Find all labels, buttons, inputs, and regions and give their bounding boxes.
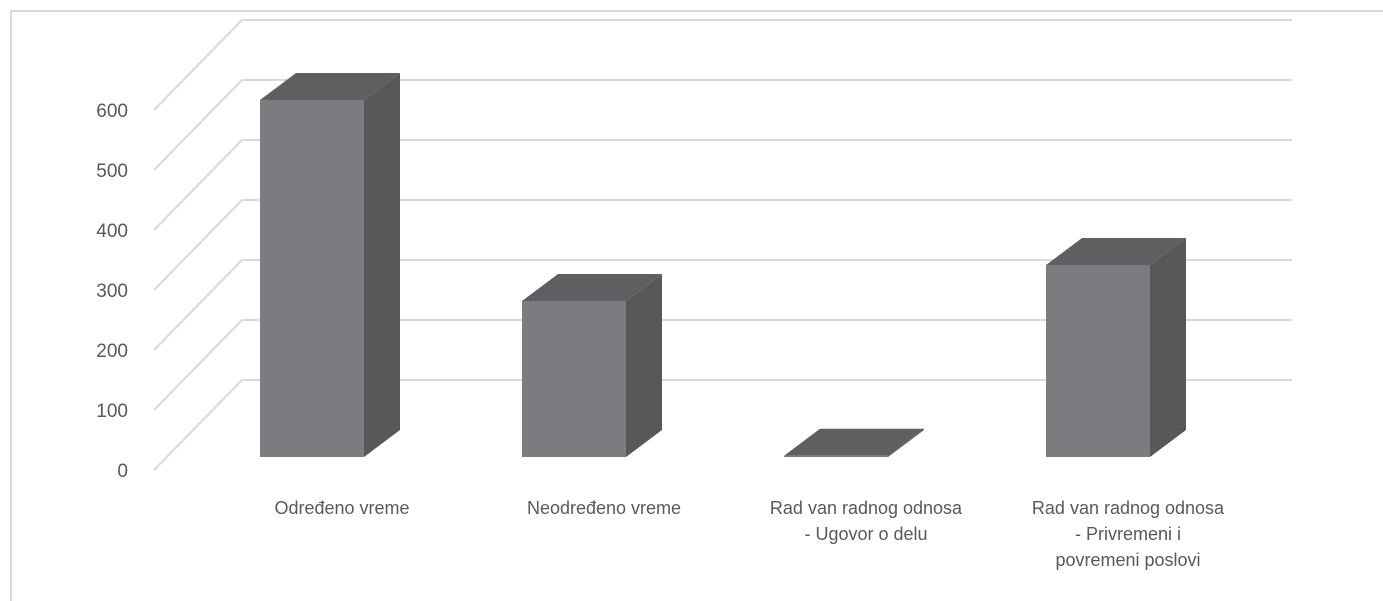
category-label-line: povremeni poslovi	[1055, 550, 1200, 570]
bars	[260, 73, 1186, 457]
gridline-diagonal	[153, 259, 243, 351]
x-axis-labels: Određeno vreme Neodređeno vreme Rad van ra…	[274, 498, 1225, 570]
category-label: Određeno vreme	[274, 498, 409, 518]
y-tick-label: 0	[117, 461, 128, 482]
bar	[1046, 238, 1186, 457]
bar-top	[260, 73, 400, 100]
gridline-diagonal	[153, 79, 243, 171]
gridline-diagonal	[153, 319, 243, 411]
bar-top	[522, 274, 662, 301]
category-label-line: Rad van radnog odnosa	[1032, 498, 1225, 518]
bar	[522, 274, 662, 457]
category-label-line: Neodređeno vreme	[527, 498, 681, 518]
category-label-line: - Ugovor o delu	[804, 524, 927, 544]
category-label-line: - Privremeni i	[1075, 524, 1181, 544]
bar-side	[364, 73, 400, 457]
y-tick-label: 400	[96, 221, 128, 242]
gridline-diagonal	[153, 199, 243, 291]
chart-frame	[10, 10, 1383, 601]
gridline-diagonal	[153, 19, 243, 111]
bar-side	[888, 428, 924, 457]
category-label-line: Rad van radnog odnosa	[770, 498, 963, 518]
bar-top	[784, 428, 924, 456]
y-tick-label: 200	[96, 341, 128, 362]
y-tick-label: 300	[96, 281, 128, 302]
bar-side	[1150, 238, 1186, 457]
bar-front	[1046, 265, 1150, 457]
y-tick-label: 500	[96, 161, 128, 182]
bar-top	[1046, 238, 1186, 265]
y-tick-label: 600	[96, 101, 128, 122]
bar-front	[784, 455, 888, 457]
y-axis-ticks: 0 100 200 300 400 500 600	[96, 101, 128, 482]
bar-front	[260, 100, 364, 457]
gridline-diagonal	[153, 379, 243, 471]
bar	[260, 73, 400, 457]
bar-front	[522, 301, 626, 457]
category-label-line: Određeno vreme	[274, 498, 409, 518]
gridline-diagonal	[153, 139, 243, 231]
category-label: Rad van radnog odnosa - Ugovor o delu	[770, 498, 963, 544]
bar	[784, 428, 924, 457]
y-tick-label: 100	[96, 401, 128, 422]
category-label: Neodređeno vreme	[527, 498, 681, 518]
bar-side	[626, 274, 662, 457]
category-label: Rad van radnog odnosa - Privremeni i povre…	[1032, 498, 1225, 570]
